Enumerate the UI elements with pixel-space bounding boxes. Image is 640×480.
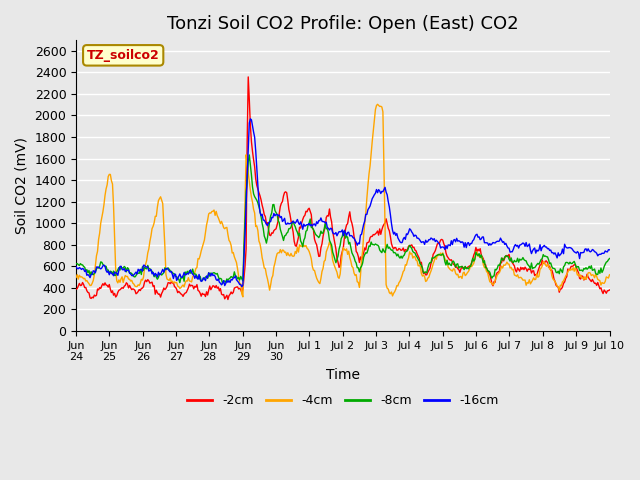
Y-axis label: Soil CO2 (mV): Soil CO2 (mV) xyxy=(15,137,29,234)
Text: TZ_soilco2: TZ_soilco2 xyxy=(87,49,159,62)
X-axis label: Time: Time xyxy=(326,368,360,382)
Legend: -2cm, -4cm, -8cm, -16cm: -2cm, -4cm, -8cm, -16cm xyxy=(182,389,504,412)
Title: Tonzi Soil CO2 Profile: Open (East) CO2: Tonzi Soil CO2 Profile: Open (East) CO2 xyxy=(167,15,518,33)
